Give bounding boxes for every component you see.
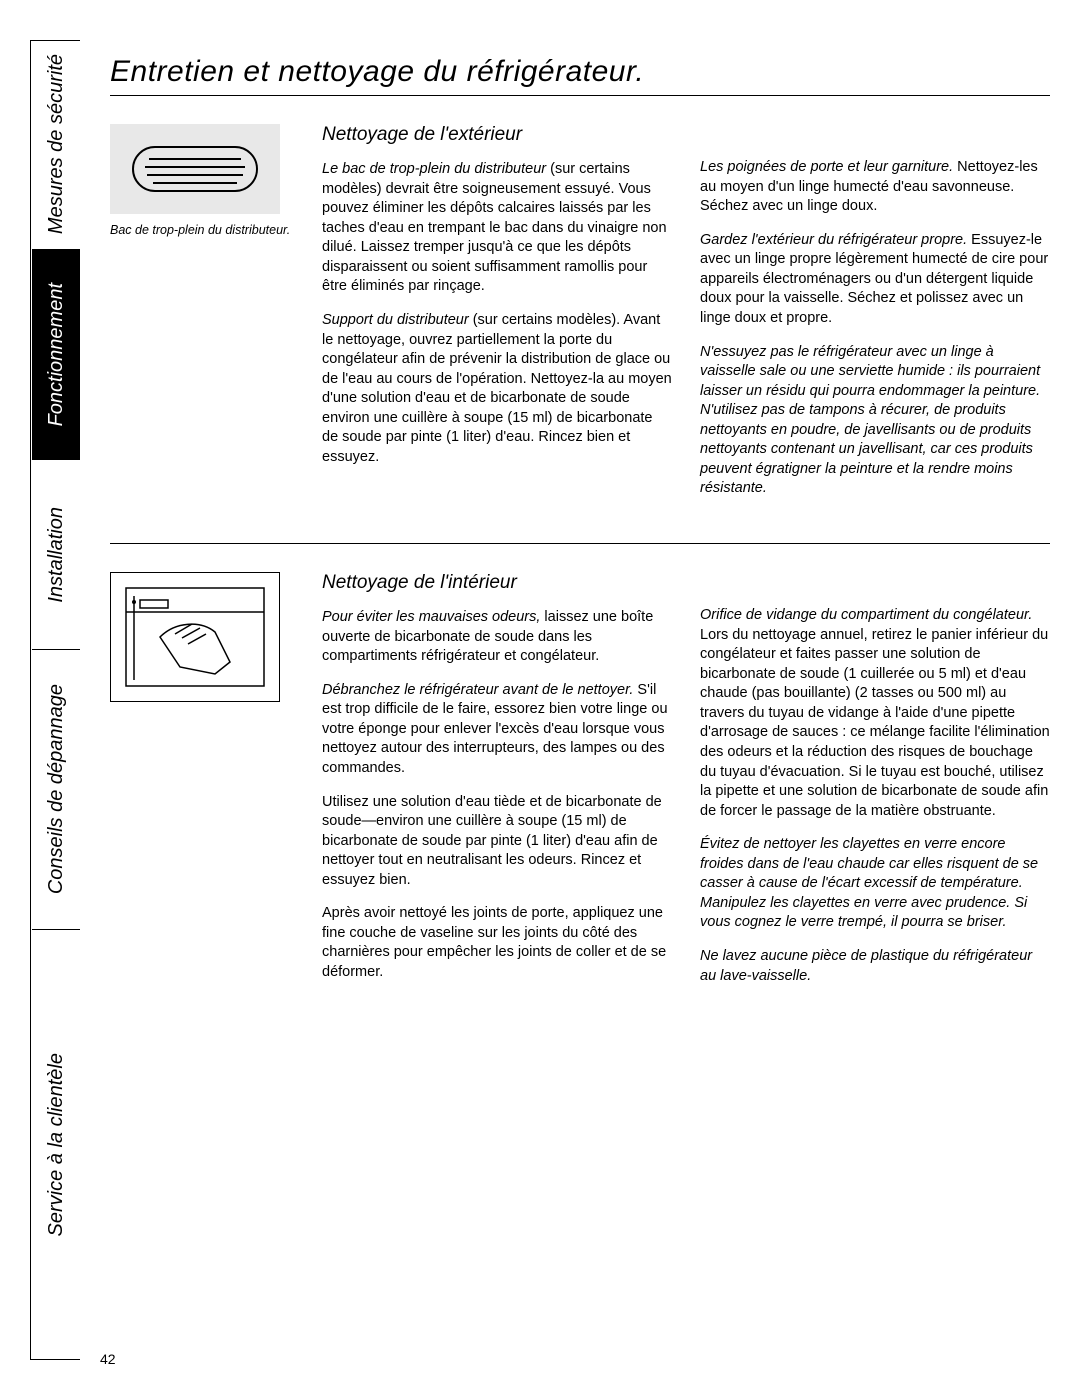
para: Le bac de trop-plein du distributeur (su… <box>322 160 672 297</box>
side-tab[interactable]: Service à la clientèle <box>32 930 80 1360</box>
side-tab-label: Conseils de dépannage <box>45 666 68 912</box>
lead-text: Le bac de trop-plein du distributeur <box>322 161 546 177</box>
body-text: (sur certains modèles) devrait être soig… <box>322 161 667 294</box>
warning-text: Ne lavez aucune pièce de plastique du ré… <box>700 947 1050 986</box>
para: Support du distributeur (sur certains mo… <box>322 311 672 468</box>
lead-text: Pour éviter les mauvaises odeurs, <box>322 609 540 625</box>
side-tab-label: Fonctionnement <box>45 265 68 444</box>
side-tab-label: Installation <box>45 489 68 621</box>
hand-illustration <box>110 572 280 702</box>
side-tab[interactable]: Mesures de sécurité <box>32 40 80 250</box>
para: Orifice de vidange du compartiment du co… <box>700 606 1050 821</box>
lead-text: Orifice de vidange du compartiment du co… <box>700 607 1032 623</box>
heading-interior: Nettoyage de l'intérieur <box>322 572 672 594</box>
para: Débranchez le réfrigérateur avant de le … <box>322 681 672 779</box>
side-tab[interactable]: Fonctionnement <box>32 250 80 460</box>
para: Pour éviter les mauvaises odeurs, laisse… <box>322 608 672 667</box>
body-text: Lors du nettoyage annuel, retirez le pan… <box>700 627 1050 819</box>
side-tab[interactable]: Installation <box>32 460 80 650</box>
lead-text: Support du distributeur <box>322 312 469 328</box>
side-tabs: Mesures de sécurité Fonctionnement Install… <box>32 40 80 1360</box>
section2-col-a: Nettoyage de l'intérieur Pour éviter les… <box>322 572 672 1000</box>
hand-icon <box>120 582 270 692</box>
para: Utilisez une solution d'eau tiède et de … <box>322 793 672 891</box>
lead-text: Débranchez le réfrigérateur avant de le … <box>322 682 633 698</box>
page-number: 42 <box>100 1351 116 1367</box>
figure-tray: Bac de trop-plein du distributeur. <box>110 124 300 513</box>
lead-text: Gardez l'extérieur du réfrigérateur prop… <box>700 232 967 248</box>
section2-col-b: Orifice de vidange du compartiment du co… <box>700 572 1050 1000</box>
para: Après avoir nettoyé les joints de porte,… <box>322 904 672 982</box>
para: Gardez l'extérieur du réfrigérateur prop… <box>700 231 1050 329</box>
warning-text: N'essuyez pas le réfrigérateur avec un l… <box>700 343 1050 500</box>
heading-exterior: Nettoyage de l'extérieur <box>322 124 672 146</box>
body-text: (sur certains modèles). Avant le nettoya… <box>322 312 672 465</box>
tray-icon <box>125 139 265 199</box>
para: Les poignées de porte et leur garniture.… <box>700 158 1050 217</box>
page-title: Entretien et nettoyage du réfrigérateur. <box>110 55 1050 96</box>
section1-col-a: Nettoyage de l'extérieur Le bac de trop-… <box>322 124 672 513</box>
side-tab-label: Mesures de sécurité <box>45 36 68 252</box>
section1-col-b: Les poignées de porte et leur garniture.… <box>700 124 1050 513</box>
side-tab-label: Service à la clientèle <box>45 1035 68 1254</box>
lead-text: Les poignées de porte et leur garniture. <box>700 159 953 175</box>
section2-columns: Nettoyage de l'intérieur Pour éviter les… <box>322 572 1050 1000</box>
figure-hand <box>110 572 300 1000</box>
tray-illustration <box>110 124 280 214</box>
warning-text: Évitez de nettoyer les clayettes en verr… <box>700 835 1050 933</box>
section1-columns: Nettoyage de l'extérieur Le bac de trop-… <box>322 124 1050 513</box>
figure-caption-tray: Bac de trop-plein du distributeur. <box>110 222 300 238</box>
page-content: Entretien et nettoyage du réfrigérateur.… <box>110 55 1050 1030</box>
section-interior: Nettoyage de l'intérieur Pour éviter les… <box>110 543 1050 1000</box>
side-tab[interactable]: Conseils de dépannage <box>32 650 80 930</box>
section-exterior: Bac de trop-plein du distributeur. Netto… <box>110 124 1050 513</box>
